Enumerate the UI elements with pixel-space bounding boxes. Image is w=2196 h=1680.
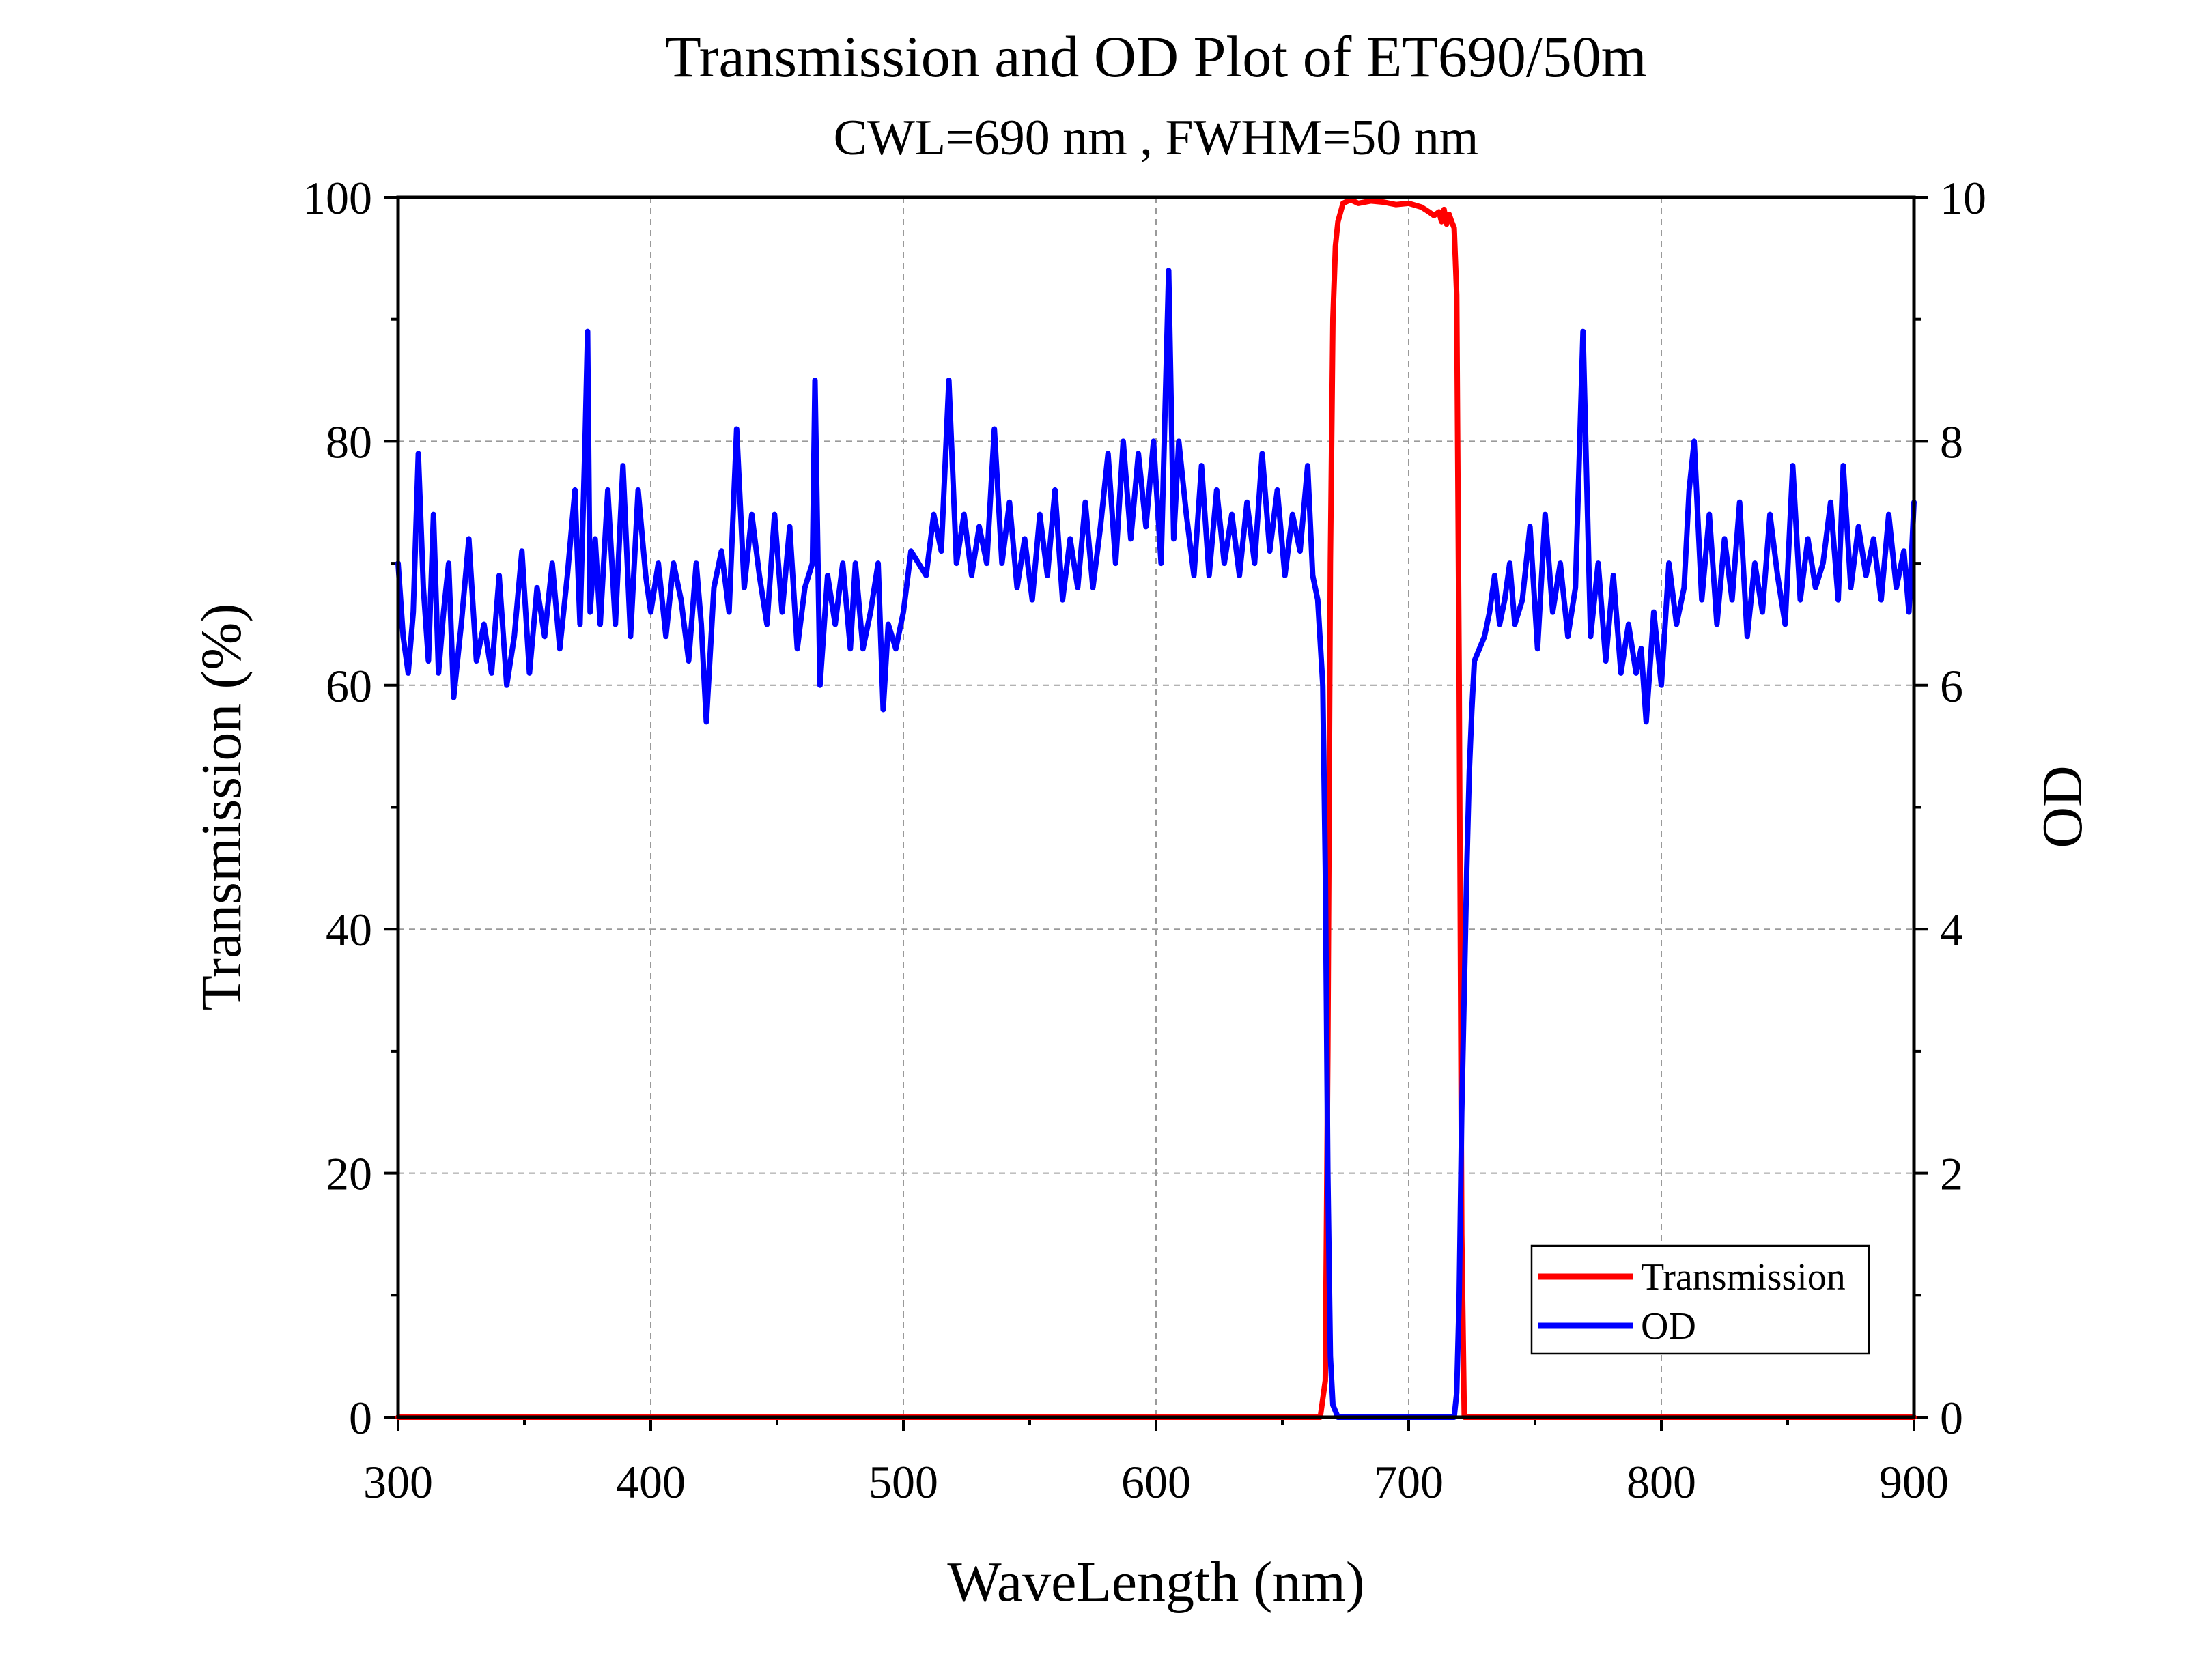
y-axis-title: Transmission (%) bbox=[190, 603, 253, 1011]
x-tick-label: 400 bbox=[616, 1456, 686, 1508]
x-tick-label: 300 bbox=[363, 1456, 433, 1508]
y-tick-label: 20 bbox=[326, 1148, 372, 1200]
y-tick-label: 80 bbox=[326, 416, 372, 468]
legend-label-od: OD bbox=[1641, 1305, 1696, 1348]
y2-tick-label: 2 bbox=[1940, 1148, 1963, 1200]
y2-tick-label: 8 bbox=[1940, 416, 1963, 468]
y-tick-label: 100 bbox=[302, 172, 372, 224]
series-line-od bbox=[395, 268, 1917, 1420]
legend: Transmission OD bbox=[1530, 1244, 1870, 1355]
y-tick-label: 40 bbox=[326, 904, 372, 956]
y-tick-label: 0 bbox=[349, 1392, 372, 1444]
x-tick-label: 500 bbox=[869, 1456, 938, 1508]
x-tick-label: 700 bbox=[1374, 1456, 1444, 1508]
x-axis-title: WaveLength (nm) bbox=[947, 1550, 1364, 1614]
chart-subtitle: CWL=690 nm , FWHM=50 nm bbox=[834, 110, 1479, 166]
series-line-transmission bbox=[395, 197, 1917, 1420]
y2-tick-label: 4 bbox=[1940, 904, 1963, 956]
y-tick-label: 60 bbox=[326, 660, 372, 712]
legend-box bbox=[1530, 1244, 1870, 1355]
y2-tick-label: 6 bbox=[1940, 660, 1963, 712]
plot-frame bbox=[396, 195, 1916, 1419]
y2-tick-label: 0 bbox=[1940, 1392, 1963, 1444]
x-tick-label: 800 bbox=[1627, 1456, 1696, 1508]
plot-series bbox=[395, 197, 1917, 1420]
y2-tick-label: 10 bbox=[1940, 172, 1986, 224]
legend-label-transmission: Transmission bbox=[1641, 1256, 1846, 1298]
chart-title: Transmission and OD Plot of ET690/50m bbox=[665, 24, 1646, 89]
y2-axis-title: OD bbox=[2031, 765, 2094, 848]
tick-labels: 300 400 500 600 700 800 900 0 20 40 60 80 100 0 2 4 6 8 10 bbox=[302, 172, 1986, 1508]
x-tick-label: 900 bbox=[1879, 1456, 1949, 1508]
x-tick-label: 600 bbox=[1121, 1456, 1191, 1508]
